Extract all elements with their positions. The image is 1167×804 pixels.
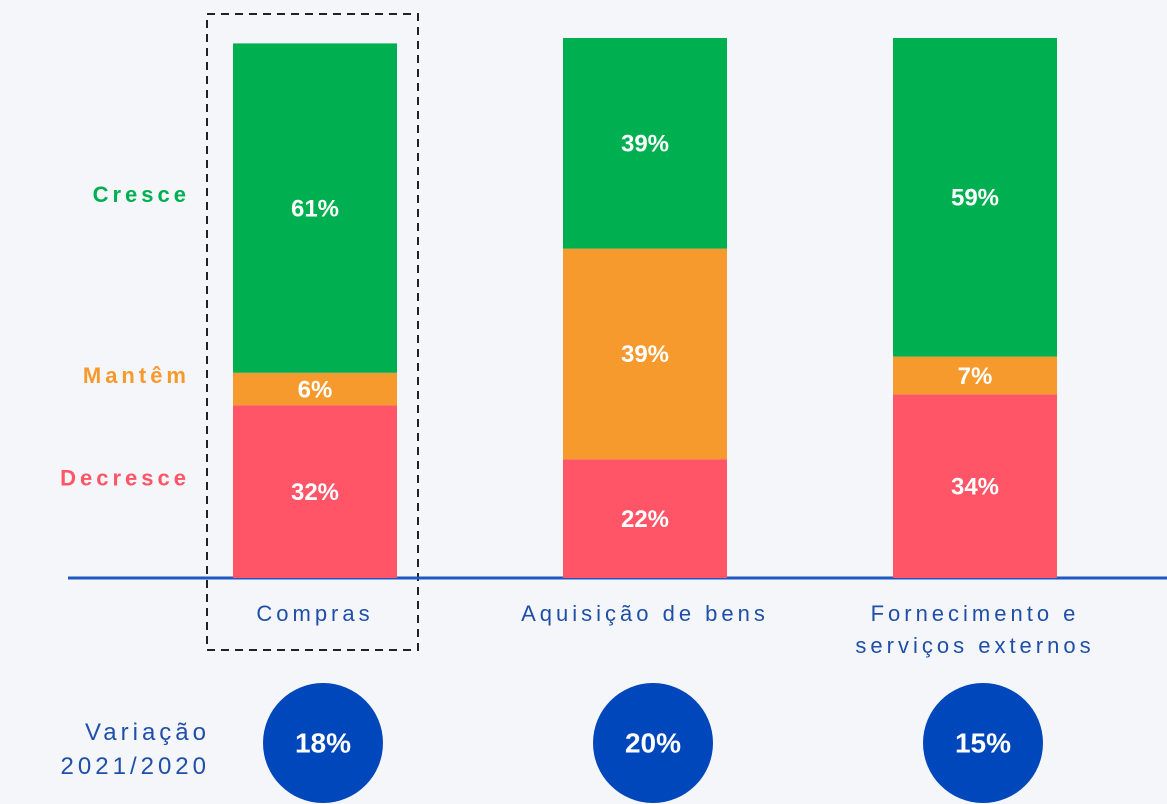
bar-segment [233,405,397,578]
bar-segment [563,248,727,460]
data-label: 39% [621,131,669,158]
bar-segment [893,356,1057,395]
data-label: 22% [621,506,669,533]
variation-label: Variação 2021/2020 [60,719,210,780]
data-label: 34% [951,474,999,501]
bar-segment [233,372,397,406]
variation-circle [593,683,713,803]
bar-segment [563,459,727,578]
variation-value: 15% [955,727,1011,758]
bar-segment [893,394,1057,578]
bar-segment [233,43,397,373]
legend-label: Cresce [93,182,190,207]
legend-label: Decresce [60,465,190,490]
data-label: 61% [291,195,339,222]
variation-circle [923,683,1043,803]
data-label: 39% [621,341,669,368]
data-label: 59% [951,185,999,212]
variation-value: 18% [295,727,351,758]
category-label: Fornecimento e serviços externos [855,601,1095,658]
category-label: Compras [256,601,374,626]
data-label: 7% [958,363,993,390]
variation-circle [263,683,383,803]
category-label: Aquisição de bens [521,601,769,626]
bar-segment [563,38,727,249]
legend-label: Mantêm [83,363,190,388]
bar-segment [893,38,1057,357]
data-label: 6% [298,376,333,403]
data-label: 32% [291,479,339,506]
highlight-box [206,13,419,651]
variation-value: 20% [625,727,681,758]
